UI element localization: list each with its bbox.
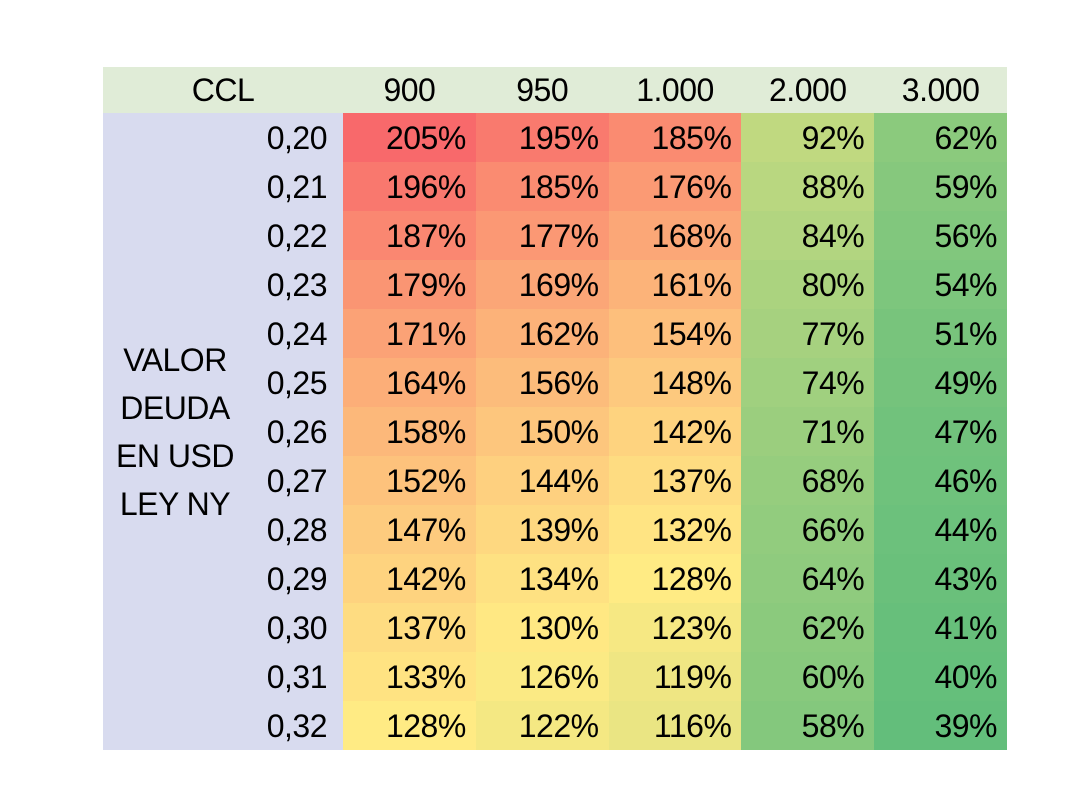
heatmap-cell: 171% (343, 309, 476, 358)
heatmap-cell: 128% (343, 701, 476, 750)
heatmap-cell: 144% (475, 456, 609, 505)
heatmap-cell: 80% (741, 260, 875, 309)
row-header: 0,22 (247, 211, 343, 260)
heatmap-cell: 179% (343, 260, 476, 309)
heatmap-cell: 41% (874, 603, 1007, 652)
heatmap-cell: 77% (741, 309, 875, 358)
heatmap-cell: 150% (475, 407, 609, 456)
heatmap-cell: 128% (608, 554, 742, 603)
heatmap-cell: 132% (608, 505, 742, 554)
row-header: 0,31 (247, 652, 343, 701)
heatmap-cell: 116% (608, 701, 742, 750)
heatmap-cell: 62% (741, 603, 875, 652)
heatmap-cell: 54% (874, 260, 1007, 309)
heatmap-cell: 168% (608, 211, 742, 260)
column-header: 900 (343, 67, 476, 113)
heatmap-cell: 49% (874, 358, 1007, 407)
heatmap-cell: 205% (343, 113, 476, 162)
heatmap-cell: 39% (874, 701, 1007, 750)
heatmap-cell: 134% (475, 554, 609, 603)
heatmap-cell: 56% (874, 211, 1007, 260)
heatmap-cell: 137% (608, 456, 742, 505)
row-header: 0,32 (247, 701, 343, 750)
heatmap-cell: 88% (741, 162, 875, 211)
heatmap-cell: 130% (475, 603, 609, 652)
y-axis-title-line: VALOR (123, 341, 227, 378)
heatmap-cell: 177% (475, 211, 609, 260)
heatmap-cell: 185% (608, 113, 742, 162)
row-header: 0,29 (247, 554, 343, 603)
heatmap-cell: 123% (608, 603, 742, 652)
heatmap-cell: 66% (741, 505, 875, 554)
heatmap-cell: 46% (874, 456, 1007, 505)
x-axis-title: CCL (103, 67, 343, 113)
column-header: 3.000 (874, 67, 1007, 113)
column-header: 2.000 (741, 67, 875, 113)
row-header: 0,21 (247, 162, 343, 211)
y-axis-title-line: LEY NY (119, 485, 231, 522)
heatmap-cell: 51% (874, 309, 1007, 358)
heatmap-cell: 137% (343, 603, 476, 652)
heatmap-cell: 68% (741, 456, 875, 505)
y-axis-title-line: DEUDA (120, 389, 230, 426)
heatmap-cell: 148% (608, 358, 742, 407)
row-header: 0,25 (247, 358, 343, 407)
row-header: 0,28 (247, 505, 343, 554)
heatmap-cell: 59% (874, 162, 1007, 211)
y-axis-title-line: EN USD (116, 437, 234, 474)
heatmap-cell: 156% (475, 358, 609, 407)
row-header: 0,30 (247, 603, 343, 652)
heatmap-cell: 187% (343, 211, 476, 260)
heatmap-cell: 60% (741, 652, 875, 701)
heatmap-cell: 154% (608, 309, 742, 358)
heatmap-cell: 164% (343, 358, 476, 407)
heatmap-cell: 74% (741, 358, 875, 407)
heatmap-cell: 71% (741, 407, 875, 456)
sensitivity-table: CCL VALOR DEUDA EN USD LEY NY 900 950 1.000 2.… (103, 67, 1007, 750)
heatmap-cell: 43% (874, 554, 1007, 603)
heatmap-cell: 169% (475, 260, 609, 309)
heatmap-cell: 142% (608, 407, 742, 456)
column-header: 950 (475, 67, 609, 113)
heatmap-cell: 161% (608, 260, 742, 309)
heatmap-cell: 122% (475, 701, 609, 750)
heatmap-cell: 147% (343, 505, 476, 554)
heatmap-cell: 40% (874, 652, 1007, 701)
heatmap-cell: 84% (741, 211, 875, 260)
heatmap-cell: 196% (343, 162, 476, 211)
row-header: 0,27 (247, 456, 343, 505)
heatmap-cell: 133% (343, 652, 476, 701)
heatmap-cell: 158% (343, 407, 476, 456)
row-header: 0,20 (247, 113, 343, 162)
heatmap-cell: 152% (343, 456, 476, 505)
heatmap-cell: 92% (741, 113, 875, 162)
heatmap-cell: 195% (475, 113, 609, 162)
heatmap-cell: 47% (874, 407, 1007, 456)
y-axis-title: VALOR DEUDA EN USD LEY NY (103, 113, 247, 750)
column-header: 1.000 (608, 67, 742, 113)
heatmap-cell: 119% (608, 652, 742, 701)
heatmap-cell: 44% (874, 505, 1007, 554)
heatmap-cell: 176% (608, 162, 742, 211)
heatmap-cell: 185% (475, 162, 609, 211)
heatmap-cell: 62% (874, 113, 1007, 162)
row-header: 0,24 (247, 309, 343, 358)
heatmap-cell: 162% (475, 309, 609, 358)
heatmap-cell: 142% (343, 554, 476, 603)
heatmap-cell: 126% (475, 652, 609, 701)
heatmap-cell: 139% (475, 505, 609, 554)
heatmap-cell: 58% (741, 701, 875, 750)
row-header: 0,23 (247, 260, 343, 309)
row-header: 0,26 (247, 407, 343, 456)
heatmap-cell: 64% (741, 554, 875, 603)
